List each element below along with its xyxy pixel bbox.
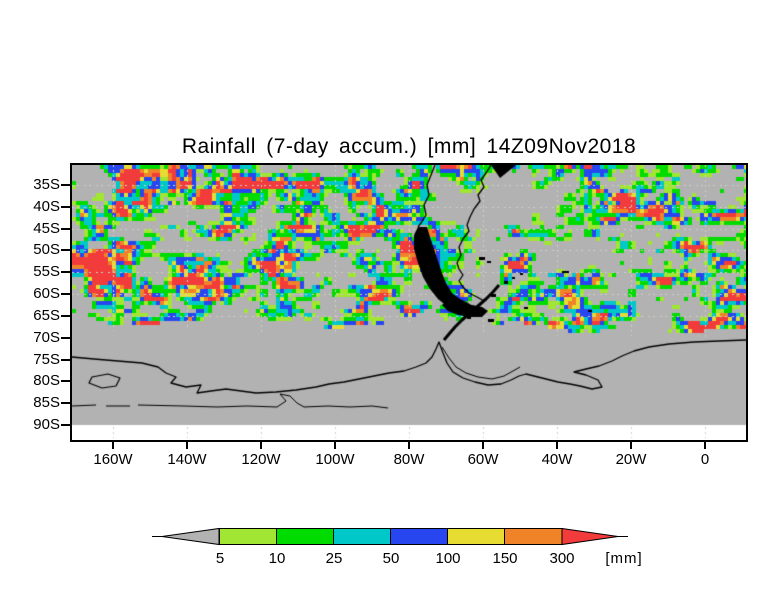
y-tick-label: 60S: [33, 285, 60, 302]
y-tick-mark: [61, 206, 70, 208]
x-tick-mark: [630, 441, 632, 449]
x-tick-label: 80W: [393, 451, 425, 468]
x-tick-mark: [704, 441, 706, 449]
y-tick-label: 55S: [33, 263, 60, 280]
colorbar-segment-100-150 mm: [447, 528, 506, 545]
y-tick-mark: [61, 184, 70, 186]
x-tick-label: 140W: [167, 451, 207, 468]
y-tick-mark: [61, 402, 70, 404]
y-tick-mark: [61, 293, 70, 295]
colorbar-tick-label: 50: [382, 550, 400, 567]
y-tick-mark: [61, 380, 70, 382]
y-tick-label: 40S: [33, 198, 60, 215]
y-tick-label: 50S: [33, 241, 60, 258]
x-tick-mark: [334, 441, 336, 449]
x-tick-label: 60W: [467, 451, 499, 468]
x-tick-mark: [260, 441, 262, 449]
colorbar-unit-label: [mm]: [605, 550, 643, 567]
x-tick-label: 40W: [541, 451, 573, 468]
y-tick-label: 85S: [33, 394, 60, 411]
y-tick-mark: [61, 359, 70, 361]
x-tick-mark: [482, 441, 484, 449]
x-tick-label: 20W: [615, 451, 647, 468]
map-plot-frame: [70, 163, 748, 442]
colorbar-tick-label: 150: [492, 550, 518, 567]
colorbar-tick-label: 100: [435, 550, 461, 567]
y-tick-mark: [61, 337, 70, 339]
colorbar-segment-10-25 mm: [276, 528, 335, 545]
x-tick-label: 120W: [241, 451, 281, 468]
colorbar-segment-50-100 mm: [390, 528, 449, 545]
y-tick-label: 65S: [33, 307, 60, 324]
colorbar-tick-label: 5: [215, 550, 225, 567]
y-tick-label: 90S: [33, 416, 60, 433]
x-tick-mark: [408, 441, 410, 449]
y-tick-label: 70S: [33, 329, 60, 346]
colorbar-segment-5-10 mm: [219, 528, 278, 545]
x-tick-label: 160W: [93, 451, 133, 468]
rainfall-raster-canvas: [72, 165, 746, 440]
chart-title: Rainfall (7-day accum.) [mm] 14Z09Nov201…: [181, 135, 637, 158]
x-tick-mark: [186, 441, 188, 449]
colorbar-segment-150-300 mm: [504, 528, 563, 545]
colorbar-above-max-arrow: [561, 527, 619, 546]
y-tick-label: 80S: [33, 372, 60, 389]
x-tick-mark: [112, 441, 114, 449]
x-tick-label: 100W: [315, 451, 355, 468]
colorbar-left-tail: [152, 536, 164, 537]
colorbar-segment-25-50 mm: [333, 528, 392, 545]
colorbar-below-min-arrow: [161, 527, 220, 546]
y-tick-label: 45S: [33, 220, 60, 237]
colorbar-right-tail: [617, 536, 628, 537]
y-tick-mark: [61, 271, 70, 273]
y-tick-mark: [61, 315, 70, 317]
x-tick-label: 0: [700, 451, 710, 468]
y-tick-mark: [61, 424, 70, 426]
y-tick-mark: [61, 249, 70, 251]
x-tick-mark: [556, 441, 558, 449]
y-tick-label: 75S: [33, 351, 60, 368]
colorbar-tick-label: 300: [549, 550, 575, 567]
y-tick-label: 35S: [33, 176, 60, 193]
colorbar-tick-label: 25: [325, 550, 343, 567]
colorbar-tick-label: 10: [268, 550, 286, 567]
y-tick-mark: [61, 228, 70, 230]
